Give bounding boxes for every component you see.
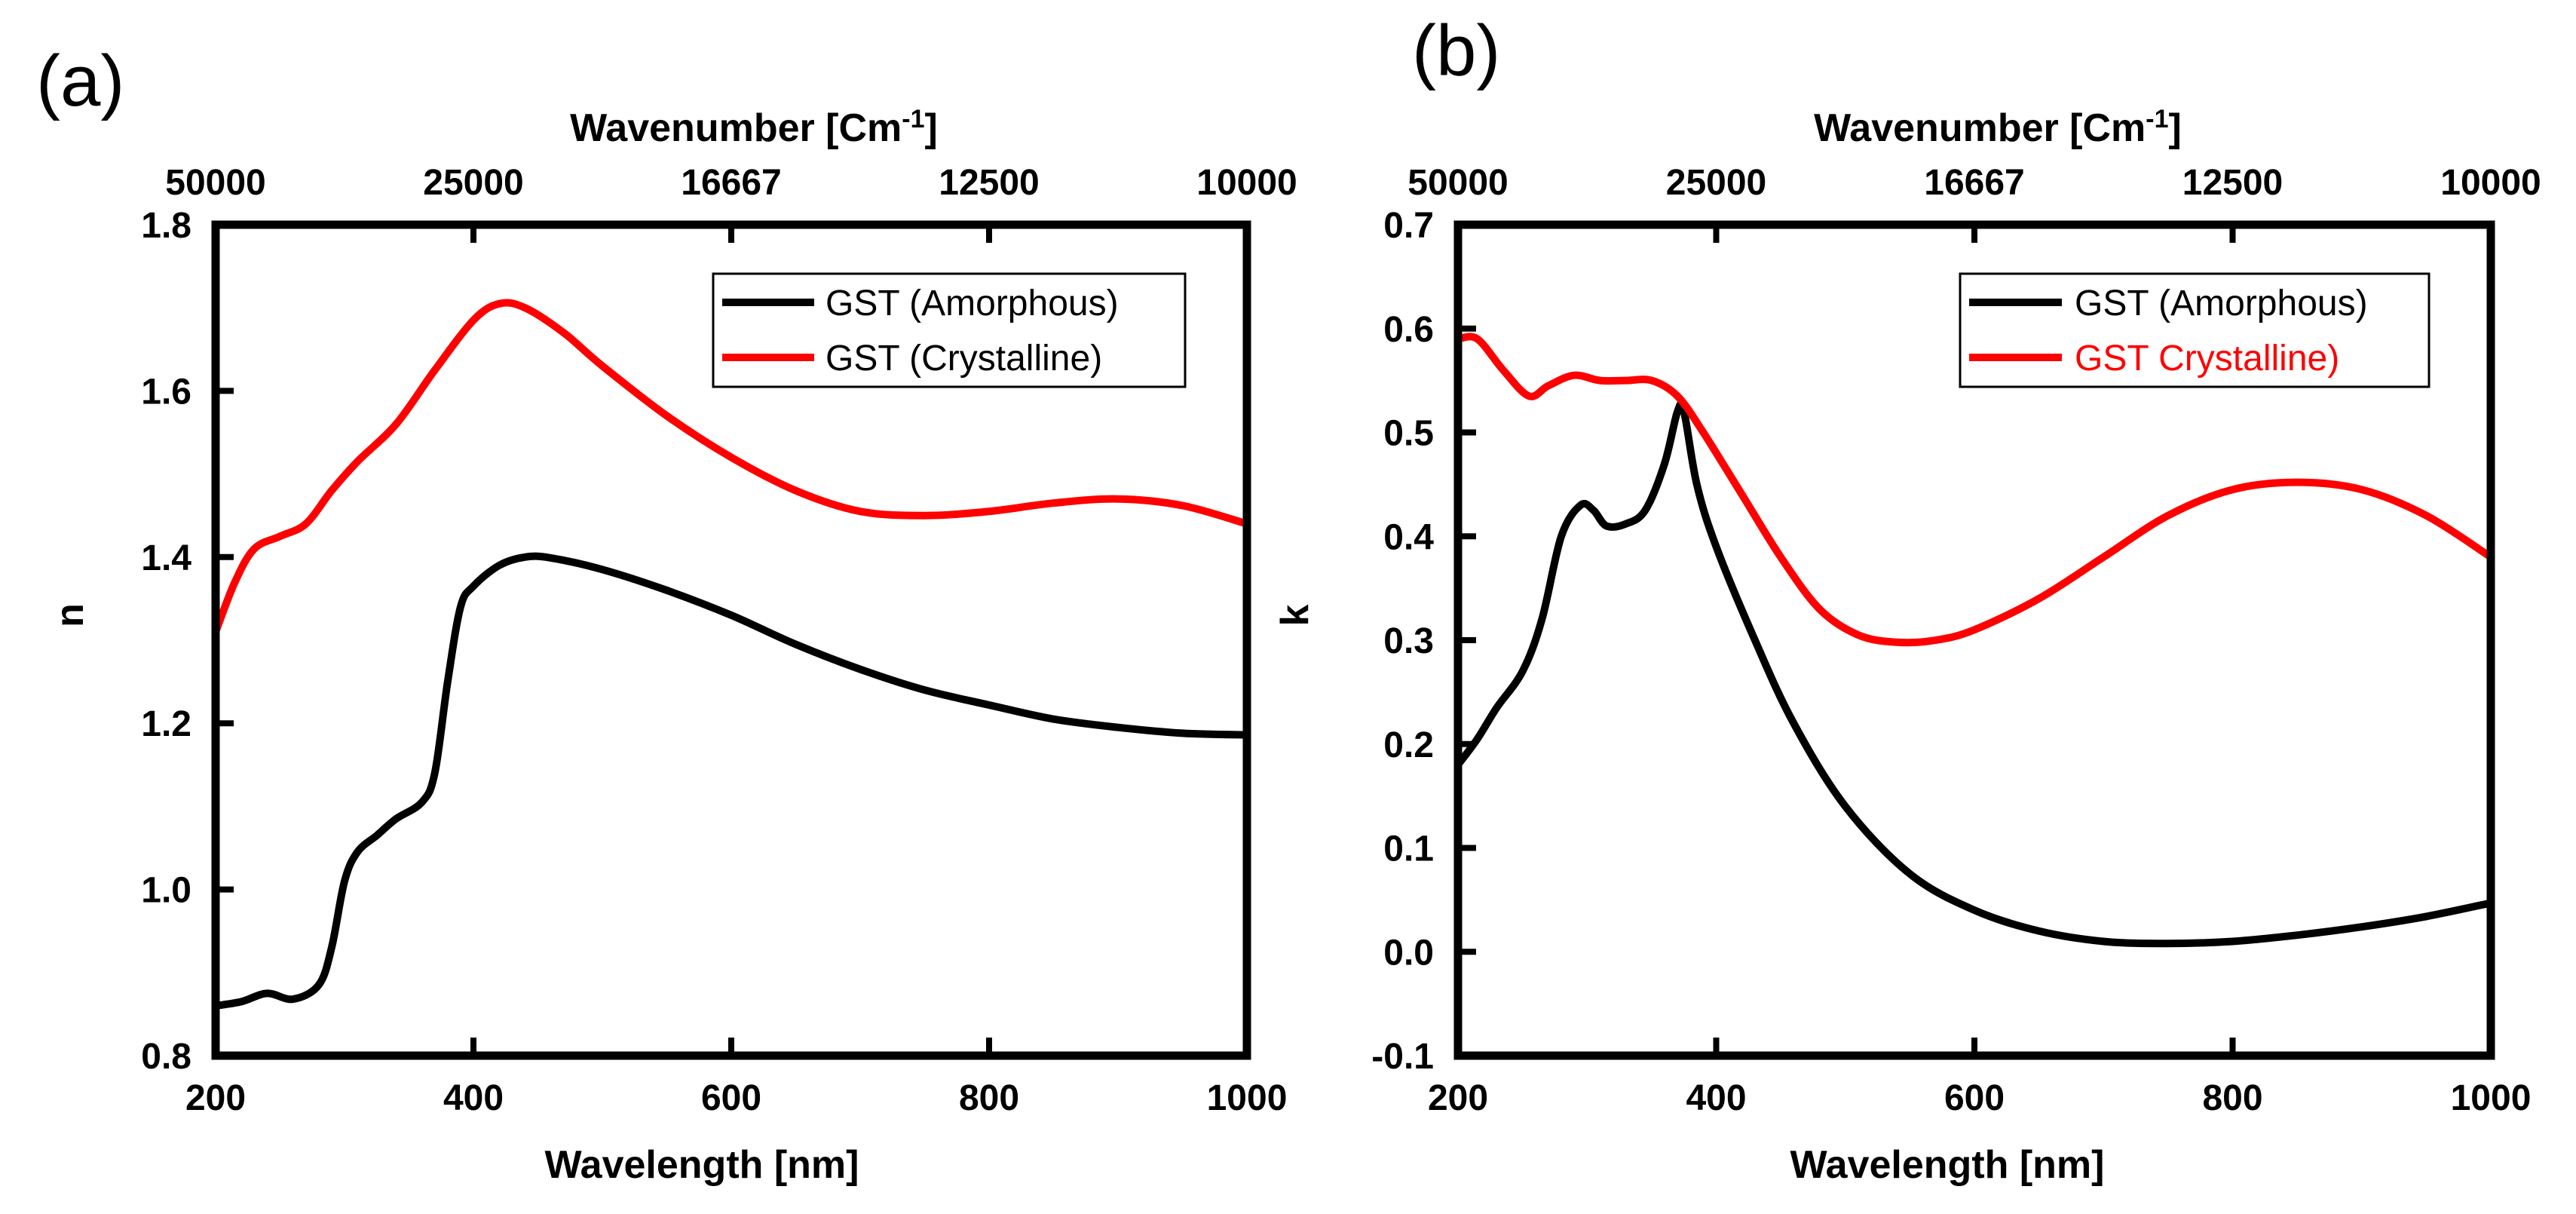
panel-b-y-tick-label: 0.5 bbox=[1383, 414, 1434, 454]
panel-b-ticks-layer: 200 400 600 800 1000 -0.1 0.0 0.1 0.2 0.3 0.4 0.5 0.… bbox=[1371, 163, 2541, 1118]
panel-a-y-tick-label: 1.0 bbox=[141, 871, 191, 911]
panel-b-series-amorphous-line bbox=[1458, 400, 2491, 948]
panel-b-top-tick-label: 12500 bbox=[2182, 163, 2283, 203]
panel-b-y-tick-label: -0.1 bbox=[1371, 1037, 1434, 1077]
panel-b-x-tick-label: 600 bbox=[1944, 1078, 2005, 1118]
panel-b-top-tick-label: 10000 bbox=[2440, 163, 2541, 203]
panel-b-legend: GST (Amorphous) GST Crystalline) bbox=[1959, 272, 2431, 388]
panel-b-plot-layer bbox=[1458, 333, 2491, 948]
panel-b-x-tick-label: 200 bbox=[1428, 1078, 1488, 1118]
panel-b-label: (b) bbox=[1412, 11, 1500, 91]
panel-a-y-tick-label: 1.6 bbox=[141, 372, 191, 412]
panel-b-legend-box bbox=[1959, 272, 2431, 388]
panel-a-top-tick-label: 50000 bbox=[165, 163, 265, 203]
panel-a-series-crystalline-line bbox=[216, 299, 1247, 636]
panel-b-x-tick-label: 1000 bbox=[2451, 1078, 2532, 1118]
panel-a-legend-box bbox=[712, 272, 1187, 388]
panel-b-legend-label-amorphous: GST (Amorphous) bbox=[2075, 284, 2368, 323]
panel-a-y-tick-label: 1.8 bbox=[141, 206, 191, 246]
panel-a: (a) Wavenumber [Cm-1] Wavelength [nm] n … bbox=[36, 41, 1297, 1187]
panel-a-x-tick-label: 1000 bbox=[1207, 1078, 1288, 1118]
panel-b-y-tick-label: 0.2 bbox=[1383, 725, 1434, 765]
panel-b-x-axis-title: Wavelength [nm] bbox=[1790, 1143, 2105, 1187]
panel-b-top-tick-label: 25000 bbox=[1666, 163, 1766, 203]
panel-b-y-tick-label: 0.4 bbox=[1383, 517, 1434, 557]
panel-a-legend: GST (Amorphous) GST (Crystalline) bbox=[712, 272, 1187, 388]
panel-b-y-tick-label: 0.0 bbox=[1383, 933, 1434, 973]
panel-a-x-axis-title: Wavelength [nm] bbox=[545, 1143, 859, 1187]
panel-a-top-tick-label: 16667 bbox=[681, 163, 781, 203]
panel-b: (b) Wavenumber [Cm-1] Wavelength [nm] k … bbox=[1273, 11, 2541, 1187]
panel-a-top-axis-title: Wavenumber [Cm-1] bbox=[570, 105, 938, 150]
panel-a-x-tick-label: 800 bbox=[959, 1078, 1019, 1118]
panel-a-x-tick-label: 200 bbox=[185, 1078, 246, 1118]
panel-a-y-axis-title: n bbox=[48, 603, 92, 627]
panel-b-y-axis-title: k bbox=[1273, 604, 1317, 626]
panel-a-y-tick-label: 1.2 bbox=[141, 704, 191, 744]
panel-b-top-tick-label: 16667 bbox=[1924, 163, 2024, 203]
panel-a-legend-label-crystalline: GST (Crystalline) bbox=[825, 339, 1102, 379]
panel-b-y-tick-label: 0.6 bbox=[1383, 310, 1434, 350]
panel-b-y-tick-label: 0.1 bbox=[1383, 829, 1434, 869]
panel-a-top-tick-label: 10000 bbox=[1196, 163, 1297, 203]
panel-b-y-tick-label: 0.7 bbox=[1383, 206, 1434, 246]
panel-b-legend-label-crystalline: GST Crystalline) bbox=[2075, 339, 2339, 379]
panel-b-y-tick-label: 0.3 bbox=[1383, 621, 1434, 661]
panel-b-series-crystalline-line bbox=[1458, 333, 2491, 647]
panel-b-x-tick-label: 800 bbox=[2202, 1078, 2262, 1118]
panel-a-top-tick-label: 25000 bbox=[423, 163, 523, 203]
panel-a-x-tick-label: 400 bbox=[443, 1078, 504, 1118]
panel-b-top-tick-label: 50000 bbox=[1407, 163, 1508, 203]
panel-a-y-tick-label: 1.4 bbox=[141, 538, 191, 578]
panel-a-series-amorphous-line bbox=[216, 552, 1247, 1010]
panel-b-top-axis-title: Wavenumber [Cm-1] bbox=[1814, 105, 2182, 150]
panel-a-y-tick-label: 0.8 bbox=[141, 1037, 191, 1077]
panel-a-x-tick-label: 600 bbox=[701, 1078, 761, 1118]
panel-a-label: (a) bbox=[36, 41, 124, 121]
panel-a-legend-label-amorphous: GST (Amorphous) bbox=[825, 284, 1119, 323]
panel-a-plot-layer bbox=[216, 299, 1247, 1010]
panel-b-x-tick-label: 400 bbox=[1686, 1078, 1746, 1118]
panel-a-top-tick-label: 12500 bbox=[939, 163, 1039, 203]
